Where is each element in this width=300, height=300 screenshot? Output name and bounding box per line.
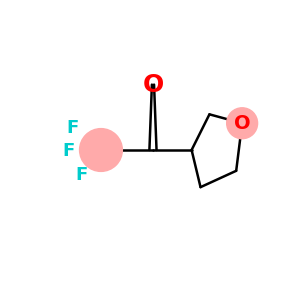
- Circle shape: [227, 108, 258, 139]
- Text: O: O: [234, 114, 250, 133]
- Text: F: F: [62, 142, 74, 160]
- Text: F: F: [67, 119, 79, 137]
- Text: O: O: [142, 73, 164, 97]
- Text: F: F: [76, 166, 88, 184]
- Circle shape: [80, 129, 122, 171]
